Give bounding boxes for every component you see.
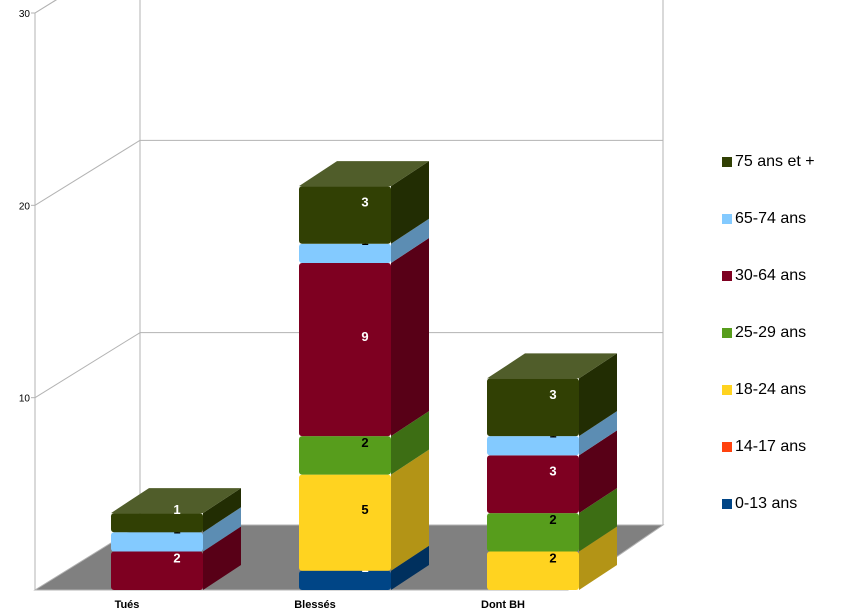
bar-side [579, 526, 617, 590]
legend-item: 30-64 ans [722, 247, 815, 304]
legend-swatch [722, 441, 732, 452]
legend-label: 0-13 ans [735, 494, 798, 512]
legend: 75 ans et + 65-74 ans 30-64 ans 25-29 ans 18… [722, 133, 815, 532]
legend-item: 18-24 ans [722, 361, 815, 418]
data-label: 2 [173, 550, 180, 565]
bar-front [487, 436, 579, 456]
legend-swatch [722, 213, 732, 224]
bar-front [111, 513, 203, 533]
bar-segment: 3 [299, 161, 429, 244]
bar-side [391, 545, 429, 590]
legend-item: 75 ans et + [722, 133, 815, 190]
bar-side [203, 507, 241, 552]
data-label: 2 [361, 435, 368, 450]
y-tick-label: 20 [19, 201, 31, 212]
bar-segment: 2 [487, 526, 617, 590]
legend-swatch [722, 156, 732, 167]
bar-side [203, 526, 241, 590]
data-label: 3 [549, 464, 556, 479]
bar-front [487, 455, 579, 514]
bar-front [299, 570, 391, 590]
bar-segment: 2 [299, 411, 429, 475]
bar-front [299, 474, 391, 571]
legend-label: 65-74 ans [735, 209, 807, 227]
bar-segment: 2 [487, 488, 617, 552]
bar-top [299, 161, 429, 187]
bar-side [391, 161, 429, 244]
data-label: 5 [361, 502, 368, 517]
bar-side [391, 411, 429, 475]
legend-item: 65-74 ans [722, 190, 815, 247]
legend-item: 25-29 ans [722, 304, 815, 361]
legend-label: 18-24 ans [735, 380, 807, 398]
bar-side [579, 411, 617, 456]
category-label: Tués [115, 599, 140, 611]
legend-item: 0-13 ans [722, 475, 815, 532]
bar-side [579, 488, 617, 552]
data-label: 2 [549, 512, 556, 527]
gridline-side [34, 139, 141, 206]
side-wall-top-edge [34, 0, 57, 14]
gridline-side [34, 0, 57, 14]
legend-swatch [722, 327, 732, 338]
data-label: 2 [549, 550, 556, 565]
legend-item: 14-17 ans [722, 418, 815, 475]
y-tick-label: 30 [19, 9, 31, 20]
data-label: 3 [361, 194, 368, 209]
bar-top [111, 488, 241, 514]
legend-label: 30-64 ans [735, 266, 807, 284]
bar-front [299, 436, 391, 475]
category-label: Blessés [294, 599, 336, 611]
data-label: 3 [549, 387, 556, 402]
legend-label: 75 ans et + [735, 152, 815, 170]
bar-segment: 2 [111, 526, 241, 590]
bar-top [487, 353, 617, 379]
bar-segment: 5 [299, 449, 429, 571]
bar-side [391, 449, 429, 571]
legend-swatch [722, 270, 732, 281]
bar-side [391, 238, 429, 437]
bar-front [299, 243, 391, 264]
data-label: 9 [361, 329, 368, 344]
bar-side [391, 218, 429, 264]
data-label: 1 [173, 502, 180, 517]
bar-segment: 3 [487, 353, 617, 437]
bar-side [579, 353, 617, 437]
bar-segment: 3 [487, 430, 617, 514]
bar-front [299, 186, 391, 244]
bar-front [299, 263, 391, 437]
bar-side [203, 488, 241, 533]
y-tick-label: 10 [19, 394, 31, 405]
legend-swatch [722, 384, 732, 395]
bar-side [579, 430, 617, 514]
legend-label: 14-17 ans [735, 437, 807, 455]
legend-label: 25-29 ans [735, 323, 807, 341]
bar-front [487, 378, 579, 437]
bar-front [111, 532, 203, 552]
gridline-side [34, 332, 141, 399]
bar-segment: 9 [299, 238, 429, 437]
bar-front [487, 513, 579, 552]
category-label: Dont BH [481, 599, 525, 611]
legend-swatch [722, 498, 732, 509]
bar-front [111, 551, 203, 590]
bar-segment: 1 [111, 488, 241, 533]
bar-front [487, 551, 579, 590]
